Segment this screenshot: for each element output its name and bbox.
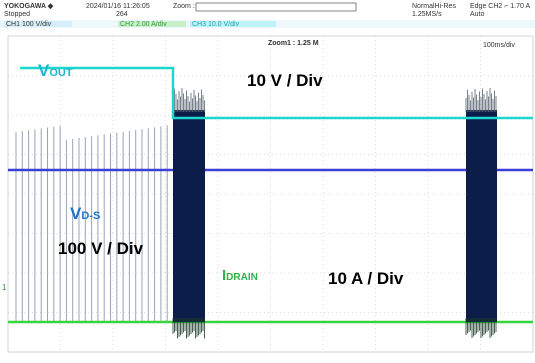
- zoom-bar: [196, 3, 356, 11]
- zoom-info: Zoom1 : 1.25 M: [268, 40, 319, 47]
- idrain-scale: 10 A / Div: [328, 269, 404, 288]
- timebase: 100ms/div: [483, 42, 515, 49]
- ch1-label: CH1 100 V/div: [6, 21, 52, 28]
- mode: NormalHi-Res: [412, 3, 456, 10]
- background: [0, 0, 535, 363]
- ch-marker: 1: [2, 283, 7, 292]
- scope-screen: YOKOGAWA ◆ 2024/01/16 11:26:05 Stopped 2…: [0, 0, 535, 363]
- brand: YOKOGAWA ◆: [4, 3, 54, 10]
- zoom-label: Zoom :: [173, 3, 195, 10]
- trigger: Edge CH2 ⌐ 1.70 A: [470, 3, 530, 10]
- burst: [173, 110, 205, 322]
- ch2-label: CH2 2.00 A/div: [120, 21, 167, 28]
- burst: [466, 110, 497, 322]
- count: 264: [116, 11, 128, 18]
- datetime: 2024/01/16 11:26:05: [86, 3, 150, 10]
- trigger-mode: Auto: [470, 11, 485, 18]
- rate: 1.25MS/s: [412, 11, 442, 18]
- ch3-label: CH3 10.0 V/div: [192, 21, 240, 28]
- vout-scale: 10 V / Div: [247, 71, 323, 90]
- state: Stopped: [4, 11, 30, 18]
- vds-scale: 100 V / Div: [58, 239, 144, 258]
